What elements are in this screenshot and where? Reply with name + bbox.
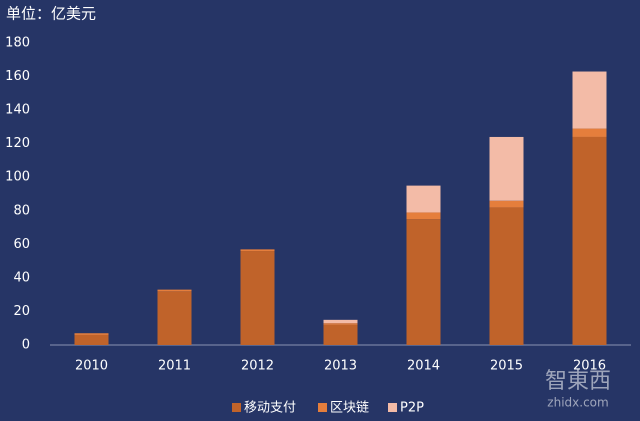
y-tick-label: 160 — [5, 69, 30, 84]
bar-segment — [489, 207, 524, 345]
y-tick-label: 60 — [13, 237, 30, 252]
x-tick-label: 2012 — [241, 359, 274, 374]
bar-segment — [572, 128, 607, 137]
y-tick-label: 120 — [5, 136, 30, 151]
legend-swatch — [232, 403, 241, 412]
bar-segment — [323, 323, 358, 325]
bar-segment — [572, 136, 607, 345]
y-tick-label: 140 — [5, 103, 30, 118]
y-tick-label: 20 — [13, 304, 30, 319]
watermark-site: zhidx.com — [547, 396, 608, 410]
bar-segment — [489, 200, 524, 208]
bar-segment — [406, 219, 441, 345]
bar-segment — [323, 319, 358, 324]
watermark-brand: 智東西 — [545, 369, 611, 394]
y-tick-label: 100 — [5, 170, 30, 185]
legend-swatch — [388, 403, 397, 412]
legend-label: 移动支付 — [244, 401, 296, 416]
legend-label: 区块链 — [330, 401, 369, 416]
x-tick-label: 2015 — [490, 359, 523, 374]
bar-segment — [572, 71, 607, 129]
x-tick-label: 2014 — [407, 359, 440, 374]
bar-segment — [74, 334, 109, 345]
y-tick-label: 40 — [13, 270, 30, 285]
y-tick-label: 0 — [22, 338, 30, 353]
x-tick-label: 2010 — [75, 359, 108, 374]
bar-segment — [157, 289, 192, 292]
y-tick-label: 80 — [13, 203, 30, 218]
bar-segment — [240, 249, 275, 252]
bar-segment — [323, 324, 358, 345]
x-tick-label: 2011 — [158, 359, 191, 374]
bar-segment — [406, 212, 441, 220]
bar-segment — [157, 291, 192, 345]
y-tick-label: 180 — [5, 36, 30, 51]
legend-swatch — [318, 403, 327, 412]
bar-segment — [240, 251, 275, 345]
bar-segment — [489, 136, 524, 201]
x-tick-label: 2013 — [324, 359, 357, 374]
legend-label: P2P — [400, 401, 424, 416]
bar-segment — [406, 185, 441, 213]
unit-label: 单位：亿美元 — [6, 5, 96, 23]
bar-segment — [74, 333, 109, 335]
x-tick-label: 2016 — [573, 359, 606, 374]
